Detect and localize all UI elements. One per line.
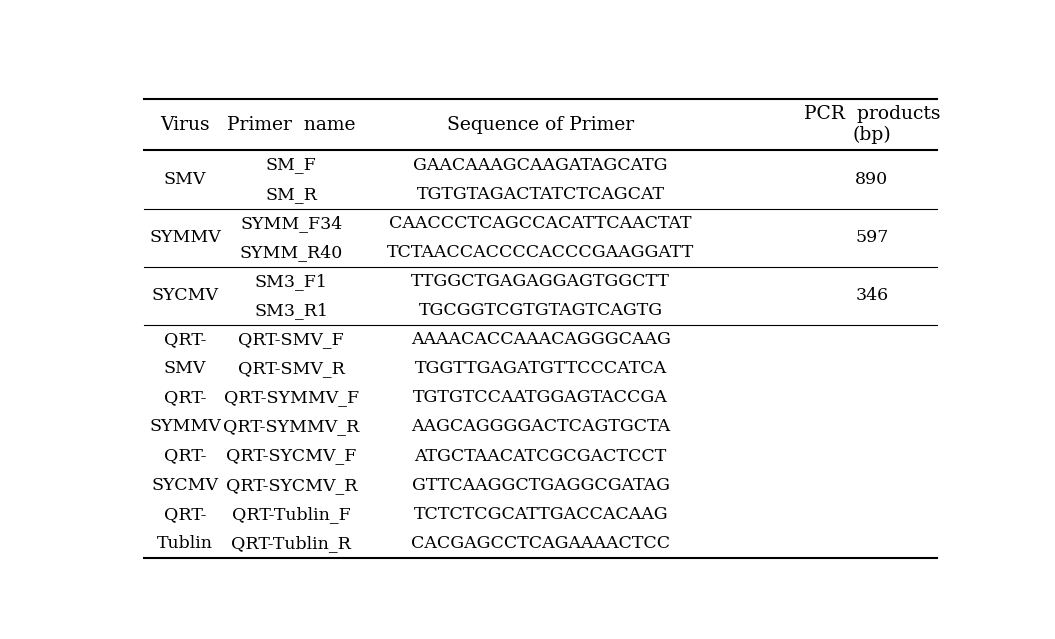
Text: GTTCAAGGCTGAGGCGATAG: GTTCAAGGCTGAGGCGATAG — [411, 477, 670, 494]
Text: QRT-SYMMV_R: QRT-SYMMV_R — [224, 419, 360, 435]
Text: Primer  name: Primer name — [227, 116, 356, 134]
Text: SYMMV: SYMMV — [149, 229, 220, 246]
Text: TCTAACCACCCCACCCGAAGGATT: TCTAACCACCCCACCCGAAGGATT — [387, 244, 694, 261]
Text: 890: 890 — [856, 171, 888, 188]
Text: SM3_R1: SM3_R1 — [254, 302, 328, 319]
Text: TGTGTCCAATGGAGTACCGA: TGTGTCCAATGGAGTACCGA — [414, 389, 668, 406]
Text: AAAACACCAAACAGGGCAAG: AAAACACCAAACAGGGCAAG — [410, 331, 671, 348]
Text: SYMM_F34: SYMM_F34 — [241, 215, 343, 232]
Text: SYCMV: SYCMV — [152, 477, 218, 494]
Text: 597: 597 — [856, 229, 888, 246]
Text: GAACAAAGCAAGATAGCATG: GAACAAAGCAAGATAGCATG — [414, 157, 668, 174]
Text: CACGAGCCTCAGAAAACTCC: CACGAGCCTCAGAAAACTCC — [411, 535, 670, 552]
Text: SMV: SMV — [164, 171, 206, 188]
Text: QRT-Tublin_R: QRT-Tublin_R — [231, 535, 351, 552]
Text: QRT-: QRT- — [164, 447, 207, 465]
Text: SYMM_R40: SYMM_R40 — [239, 244, 343, 261]
Text: AAGCAGGGGACTCAGTGCTA: AAGCAGGGGACTCAGTGCTA — [411, 419, 670, 435]
Text: Sequence of Primer: Sequence of Primer — [447, 116, 634, 134]
Text: TGGTTGAGATGTTCCCATCA: TGGTTGAGATGTTCCCATCA — [415, 360, 667, 377]
Text: SM_R: SM_R — [266, 186, 318, 203]
Text: QRT-SMV_R: QRT-SMV_R — [237, 360, 345, 377]
Text: ATGCTAACATCGCGACTCCT: ATGCTAACATCGCGACTCCT — [415, 447, 667, 465]
Text: QRT-: QRT- — [164, 505, 207, 523]
Text: QRT-SYCMV_F: QRT-SYCMV_F — [226, 447, 357, 465]
Text: QRT-: QRT- — [164, 389, 207, 406]
Text: QRT-SMV_F: QRT-SMV_F — [238, 331, 344, 348]
Text: SMV: SMV — [164, 360, 206, 377]
Text: QRT-SYMMV_F: QRT-SYMMV_F — [224, 389, 359, 406]
Text: 346: 346 — [856, 288, 888, 305]
Text: CAACCCTCAGCCACATTCAACTAT: CAACCCTCAGCCACATTCAACTAT — [389, 215, 692, 232]
Text: SM3_F1: SM3_F1 — [255, 273, 328, 290]
Text: QRT-Tublin_F: QRT-Tublin_F — [232, 505, 350, 523]
Text: SYMMV: SYMMV — [149, 419, 220, 435]
Text: Tublin: Tublin — [157, 535, 213, 552]
Text: QRT-SYCMV_R: QRT-SYCMV_R — [226, 477, 357, 494]
Text: SYCMV: SYCMV — [152, 288, 218, 305]
Text: SM_F: SM_F — [266, 157, 316, 174]
Text: TCTCTCGCATTGACCACAAG: TCTCTCGCATTGACCACAAG — [414, 505, 668, 523]
Text: Virus: Virus — [160, 116, 210, 134]
Text: TGCGGTCGTGTAGTCAGTG: TGCGGTCGTGTAGTCAGTG — [419, 302, 663, 319]
Text: QRT-: QRT- — [164, 331, 207, 348]
Text: TGTGTAGACTATCTCAGCAT: TGTGTAGACTATCTCAGCAT — [417, 186, 665, 203]
Text: TTGGCTGAGAGGAGTGGCTT: TTGGCTGAGAGGAGTGGCTT — [411, 273, 670, 290]
Text: PCR  products
(bp): PCR products (bp) — [804, 105, 940, 144]
